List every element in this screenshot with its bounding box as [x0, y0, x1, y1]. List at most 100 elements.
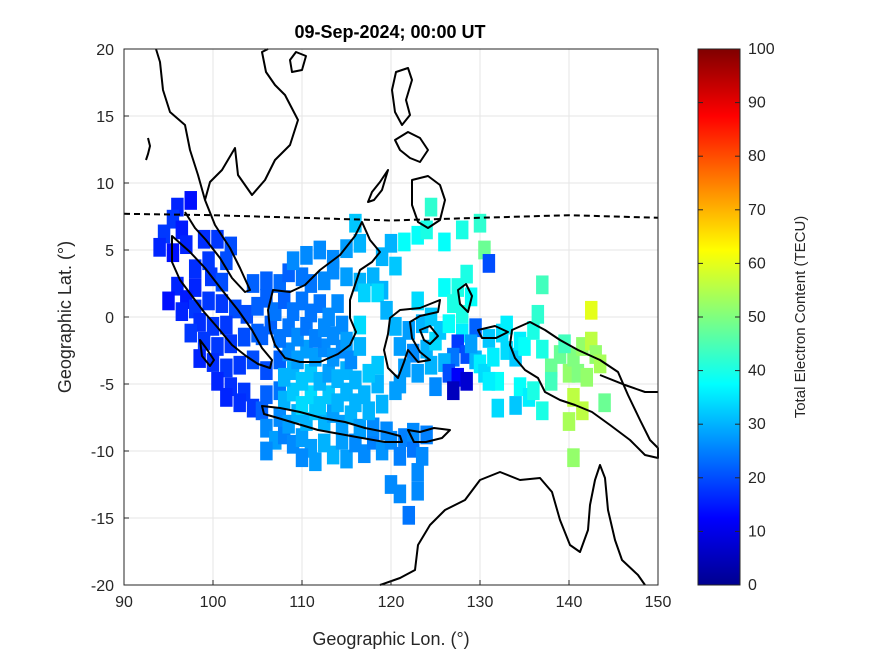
- tec-cell: [585, 300, 598, 320]
- coastlines: [145, 48, 659, 586]
- tec-cell: [353, 315, 367, 335]
- coastline-sulawesi-se: [419, 325, 439, 345]
- tec-cell: [362, 401, 375, 421]
- tec-cell: [202, 291, 215, 311]
- tec-cell: [451, 278, 464, 297]
- magnetic-equator-line: [123, 212, 659, 222]
- tec-cell: [340, 449, 353, 469]
- x-tick-label: 100: [200, 594, 227, 611]
- tec-cell: [491, 398, 505, 418]
- tec-cell: [482, 371, 496, 391]
- tec-cell: [393, 337, 407, 356]
- coastline-gulf-thailand: [204, 48, 299, 201]
- tec-cell: [415, 446, 429, 466]
- coastline-mentawai: [199, 339, 215, 367]
- tec-cell: [580, 367, 594, 387]
- coastline-australia: [379, 464, 646, 586]
- colorbar-tick-label: 20: [748, 470, 766, 487]
- tec-cell: [326, 445, 340, 465]
- tec-cell: [188, 259, 202, 279]
- tec-cell: [464, 334, 478, 354]
- tec-cell: [193, 349, 206, 368]
- chart-title: 09-Sep-2024; 00:00 UT: [294, 22, 485, 42]
- tec-cell: [558, 334, 571, 354]
- tec-cell: [407, 343, 420, 363]
- tec-cell: [295, 448, 309, 468]
- coastline-hainan: [289, 51, 307, 73]
- tec-cell: [455, 220, 469, 240]
- tec-cell: [353, 233, 367, 253]
- tec-cell: [353, 337, 367, 356]
- x-tick-label: 140: [556, 594, 583, 611]
- tec-cell: [393, 446, 407, 466]
- tec-cell: [233, 393, 246, 413]
- tec-cell: [175, 220, 189, 240]
- tec-cell: [424, 355, 438, 375]
- tec-cell: [340, 267, 353, 287]
- tec-cell: [411, 481, 424, 501]
- tec-cell: [237, 327, 251, 347]
- tec-cell: [349, 370, 362, 390]
- x-tick-label: 110: [289, 594, 315, 611]
- tec-cell: [220, 251, 233, 271]
- tec-cell: [402, 321, 416, 340]
- tec-cell: [424, 197, 438, 217]
- coastline-new-guinea: [509, 321, 659, 459]
- tec-cell: [286, 251, 300, 271]
- tec-cell: [389, 256, 402, 276]
- coastline-mindanao: [411, 175, 446, 229]
- tec-cell: [442, 314, 456, 334]
- colorbar-tick-label: 30: [748, 416, 766, 433]
- y-tick-label: 5: [105, 243, 114, 260]
- y-tick-label: 20: [96, 42, 114, 59]
- tec-cell: [398, 232, 411, 252]
- tec-cell: [220, 388, 233, 407]
- tec-cell: [349, 213, 362, 233]
- x-tick-label: 130: [467, 594, 494, 611]
- tec-cell: [429, 377, 442, 397]
- tec-cell: [536, 401, 549, 421]
- colorbar: [697, 48, 741, 586]
- y-tick-label: 15: [96, 109, 114, 126]
- tec-cell: [335, 315, 349, 335]
- tec-cell: [162, 291, 175, 311]
- tec-cell: [300, 245, 313, 265]
- tec-cell: [598, 393, 611, 413]
- coastline-nusa-tenggara: [407, 427, 451, 443]
- tec-cell: [411, 463, 424, 482]
- tec-cell: [482, 254, 496, 273]
- coastline-andaman: [145, 137, 151, 161]
- tec-cell: [331, 294, 344, 313]
- coastline-new-guinea-north: [599, 374, 658, 393]
- tec-cell: [304, 274, 318, 293]
- tec-cell: [455, 304, 469, 324]
- y-tick-label: -20: [91, 578, 114, 595]
- tec-cell: [536, 339, 549, 359]
- colorbar-tick-label: 40: [748, 363, 766, 380]
- tec-cell: [184, 323, 197, 343]
- tec-cell: [371, 283, 384, 303]
- tec-cell: [460, 371, 473, 391]
- tec-cell: [229, 299, 242, 319]
- colorbar-tick-label: 90: [748, 95, 766, 112]
- tec-cell: [398, 358, 411, 378]
- tec-cell: [353, 418, 367, 438]
- coastline-indochina: [155, 48, 251, 293]
- x-tick-label: 120: [378, 594, 405, 611]
- tec-cell: [407, 422, 420, 442]
- tec-cell: [531, 304, 545, 324]
- coastline-sumatra: [171, 235, 273, 369]
- tec-cell: [224, 236, 238, 256]
- tec-cell: [438, 232, 451, 252]
- tec-cell: [211, 337, 224, 356]
- tec-cell: [509, 396, 522, 415]
- colorbar-tick-label: 60: [748, 255, 766, 272]
- tec-cell: [255, 401, 269, 421]
- colorbar-tick-label: 100: [748, 41, 775, 58]
- tec-cell: [313, 240, 327, 260]
- tec-cell: [220, 315, 233, 335]
- y-axis-label: Geographic Lat. (°): [55, 241, 75, 393]
- y-tick-label: -10: [91, 444, 114, 461]
- colorbar-tick-label: 70: [748, 202, 766, 219]
